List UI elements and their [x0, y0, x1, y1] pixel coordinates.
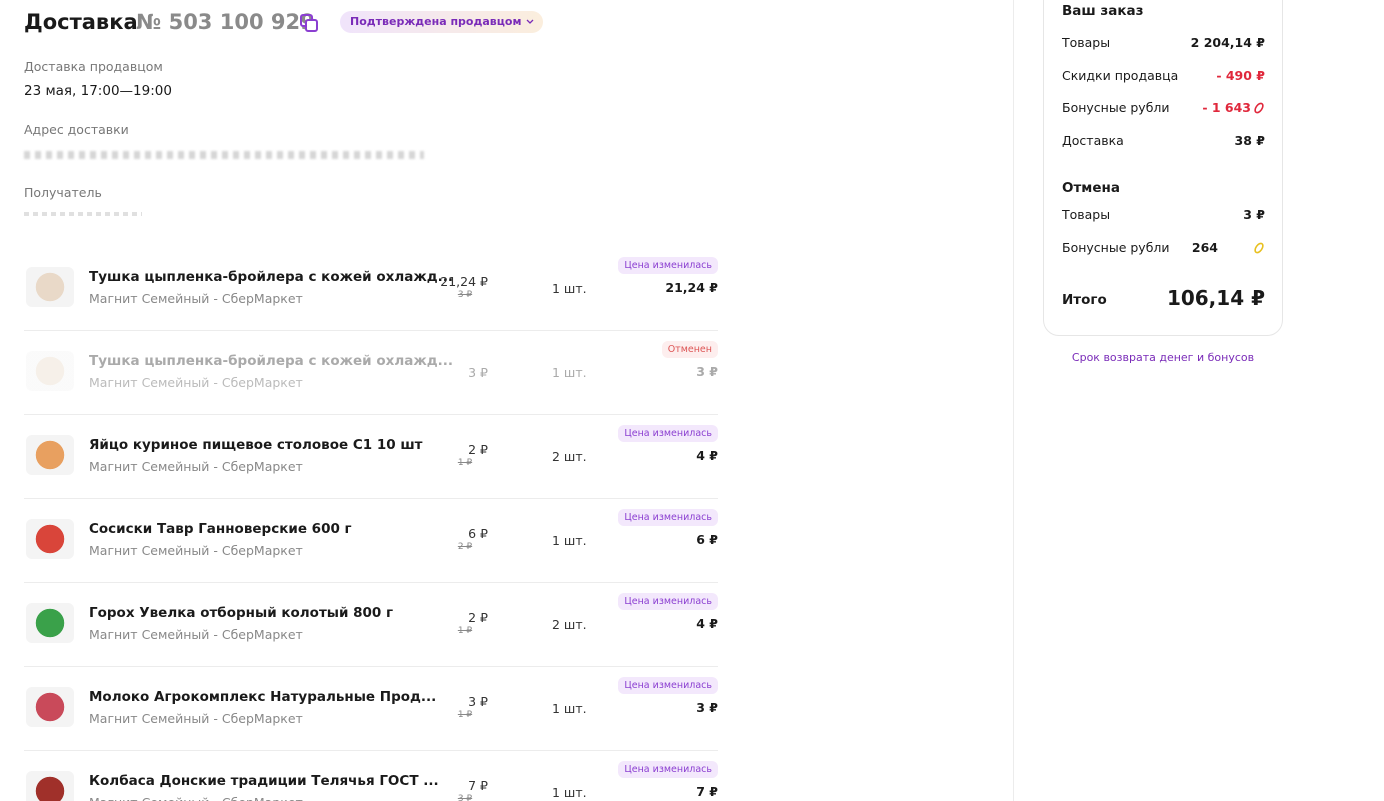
quantity: 1 шт.: [552, 281, 587, 296]
total-value: 106,14 ₽: [1166, 286, 1265, 310]
row-separator: [24, 414, 718, 415]
summary-value: - 490 ₽: [1216, 67, 1265, 83]
old-price: 2 ₽: [457, 542, 473, 552]
summary-label: Бонусные рубли: [1062, 100, 1170, 115]
unit-price: 21,24 ₽: [440, 274, 488, 289]
copy-icon[interactable]: [299, 13, 319, 33]
summary-value: - 1 643: [1202, 100, 1251, 115]
item-total: 7 ₽: [696, 784, 718, 799]
product-image: [26, 771, 74, 801]
summary-label: Товары: [1062, 207, 1111, 222]
summary-label: Доставка: [1062, 132, 1124, 148]
store-name: Магнит Семейный - СберМаркет: [89, 291, 303, 306]
order-number: № 503 100 929: [136, 10, 315, 34]
summary-label: Скидки продавца: [1062, 67, 1179, 83]
old-price: 1 ₽: [457, 458, 473, 468]
old-price: 3 ₽: [457, 290, 473, 300]
address-redacted: [24, 151, 424, 159]
store-name: Магнит Семейный - СберМаркет: [89, 375, 303, 390]
bonus-icon: [1254, 242, 1264, 254]
summary-value: 3 ₽: [1243, 207, 1265, 222]
store-name: Магнит Семейный - СберМаркет: [89, 711, 303, 726]
product-name: Яйцо куриное пищевое столовое С1 10 шт: [89, 437, 423, 453]
unit-price: 3 ₽: [468, 365, 488, 380]
quantity: 2 шт.: [552, 449, 587, 464]
recipient-redacted: [24, 212, 142, 216]
delivery-method-label: Доставка продавцом: [24, 59, 163, 74]
product-name: Горох Увелка отборный колотый 800 г: [89, 605, 394, 621]
status-text: Подтверждена продавцом: [350, 15, 522, 28]
delivery-time: 23 мая, 17:00—19:00: [24, 83, 172, 99]
product-image: [26, 267, 74, 307]
store-name: Магнит Семейный - СберМаркет: [89, 459, 303, 474]
product-name: Тушка цыпленка-бройлера с кожей охлажд..…: [89, 269, 454, 285]
price-changed-badge: Цена изменилась: [618, 761, 718, 778]
chevron: [527, 19, 534, 24]
old-price: 1 ₽: [457, 626, 473, 636]
old-price: 1 ₽: [457, 710, 473, 720]
column-divider: [1013, 0, 1014, 801]
quantity: 1 шт.: [552, 365, 587, 380]
row-separator: [24, 666, 718, 667]
item-total: 4 ₽: [696, 616, 718, 631]
unit-price: 2 ₽: [468, 442, 488, 457]
unit-price: 7 ₽: [468, 778, 488, 793]
product-image: [26, 351, 74, 391]
row-separator: [24, 330, 718, 331]
row-separator: [24, 750, 718, 751]
price-changed-badge: Цена изменилась: [618, 593, 718, 610]
store-name: Магнит Семейный - СберМаркет: [89, 543, 303, 558]
summary-value: 2 204,14 ₽: [1190, 35, 1265, 50]
product-name: Колбаса Донские традиции Телячья ГОСТ ..…: [89, 773, 439, 789]
cancelled-badge: Отменен: [661, 341, 718, 358]
unit-price: 2 ₽: [468, 610, 488, 625]
quantity: 1 шт.: [552, 533, 587, 548]
item-total: 6 ₽: [696, 532, 718, 547]
product-name: Сосиски Тавр Ганноверские 600 г: [89, 521, 352, 537]
page-title: Доставка: [24, 10, 138, 34]
product-name: Молоко Агрокомплекс Натуральные Прод...: [89, 689, 437, 705]
quantity: 2 шт.: [552, 617, 587, 632]
product-image: [26, 519, 74, 559]
summary-value: 38 ₽: [1234, 132, 1265, 148]
total-label: Итого: [1062, 292, 1107, 308]
product-image: [26, 603, 74, 643]
address-label: Адрес доставки: [24, 122, 129, 137]
item-total: 3 ₽: [696, 364, 718, 379]
summary-title: Ваш заказ: [1062, 3, 1144, 19]
price-changed-badge: Цена изменилась: [618, 257, 718, 274]
price-changed-badge: Цена изменилась: [618, 509, 718, 526]
item-total: 4 ₽: [696, 448, 718, 463]
quantity: 1 шт.: [552, 701, 587, 716]
summary-label: Товары: [1062, 35, 1111, 50]
store-name: Магнит Семейный - СберМаркет: [89, 627, 303, 642]
status-pill[interactable]: Подтверждена продавцом: [340, 11, 544, 33]
refund-link[interactable]: Срок возврата денег и бонусов: [1071, 351, 1255, 364]
price-changed-badge: Цена изменилась: [618, 425, 718, 442]
old-price: 3 ₽: [457, 794, 473, 801]
product-name: Тушка цыпленка-бройлера с кожей охлажд..…: [89, 353, 454, 369]
unit-price: 6 ₽: [468, 526, 488, 541]
summary-value: 264: [1191, 240, 1218, 255]
summary-label: Бонусные рубли: [1062, 240, 1170, 255]
row-separator: [24, 582, 718, 583]
row-separator: [24, 498, 718, 499]
summary-card: [1043, 0, 1283, 336]
item-total: 3 ₽: [696, 700, 718, 715]
item-total: 21,24 ₽: [665, 280, 718, 295]
product-image: [26, 435, 74, 475]
unit-price: 3 ₽: [468, 694, 488, 709]
quantity: 1 шт.: [552, 785, 587, 800]
recipient-label: Получатель: [24, 185, 102, 200]
product-image: [26, 687, 74, 727]
store-name: Магнит Семейный - СберМаркет: [89, 795, 303, 801]
cancel-title: Отмена: [1062, 180, 1120, 196]
price-changed-badge: Цена изменилась: [618, 677, 718, 694]
bonus-icon: [1254, 102, 1264, 114]
